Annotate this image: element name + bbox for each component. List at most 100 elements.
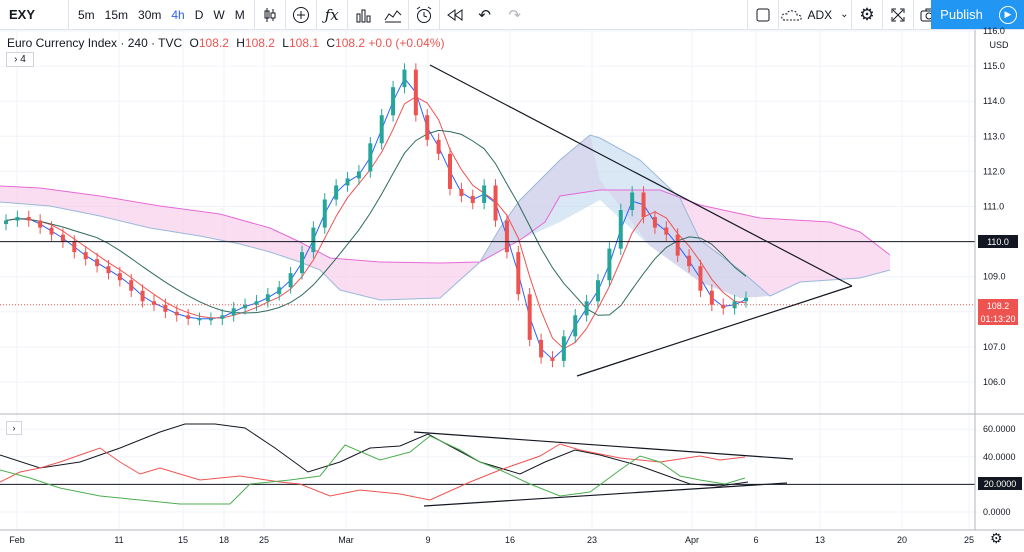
interval-group: 5m 15m 30m 4h D W M <box>69 0 254 29</box>
redo-icon[interactable]: ↷ <box>508 6 521 24</box>
candle-body <box>220 315 225 319</box>
play-button[interactable]: ▶ <box>992 0 1024 29</box>
candle-body <box>732 301 737 309</box>
candle-body <box>197 318 202 321</box>
line-chart-icon[interactable] <box>378 0 408 29</box>
interval-15m[interactable]: 15m <box>104 7 129 22</box>
indicator-hline-badge: 20.0000 <box>978 477 1022 490</box>
interval-5m[interactable]: 5m <box>78 7 95 22</box>
candle-body <box>709 290 714 305</box>
chevron-right-icon: › <box>12 423 16 433</box>
axes: Feb 11 15 18 25 Mar 9 16 23 Apr 6 13 20 25 116.0 115.0 1… <box>0 26 1024 545</box>
candle-body <box>698 266 703 291</box>
candle-body <box>300 252 304 274</box>
price-tick-label: 109.0 <box>983 272 1006 282</box>
candle-body <box>527 294 532 340</box>
candle-body <box>254 301 259 305</box>
candle-body <box>129 280 134 291</box>
candle-body <box>584 301 589 316</box>
legend-collapse-button[interactable]: › 4 <box>6 52 34 67</box>
indicator-selector[interactable]: ADX ⌄ <box>779 0 851 29</box>
candle-body <box>413 69 418 116</box>
undo-icon[interactable]: ↶ <box>478 6 491 24</box>
candle-body <box>288 273 293 288</box>
candle-body <box>596 280 600 302</box>
time-tick-label: 20 <box>897 535 907 545</box>
candle-body <box>607 248 612 281</box>
bar-countdown-badge: 01:13:20 <box>978 312 1018 325</box>
indicator-trend-line-upper <box>413 431 794 460</box>
interval-D[interactable]: D <box>194 7 204 22</box>
candle-body <box>117 273 122 281</box>
candle-body <box>231 308 236 316</box>
candle-body <box>334 185 339 200</box>
toolbar-divider <box>68 0 69 29</box>
candle-body <box>459 188 464 196</box>
chevron-down-icon: ⌄ <box>840 9 849 20</box>
price-tick-label: 116.0 <box>983 26 1005 36</box>
last-price-badge: 108.2 <box>978 299 1018 312</box>
replay-icon[interactable] <box>440 0 470 29</box>
adx-line <box>0 423 749 487</box>
time-tick-label: 9 <box>425 535 430 545</box>
candle-body <box>687 255 692 267</box>
trend-lines[interactable] <box>413 64 853 507</box>
candle-body <box>425 115 430 140</box>
candle-body <box>15 217 20 221</box>
candle-body <box>186 315 191 319</box>
ma-medium-line <box>5 96 747 350</box>
interval-4h[interactable]: 4h <box>171 7 185 22</box>
publish-button[interactable]: Publish <box>931 0 992 29</box>
price-tick-label: 115.0 <box>983 61 1005 71</box>
candle-body <box>630 192 635 211</box>
legend-high-key: H <box>236 36 245 50</box>
candle-body <box>152 301 156 305</box>
fx-icon[interactable]: ƒx <box>324 5 339 24</box>
candles-icon[interactable] <box>255 0 285 29</box>
alarm-icon[interactable] <box>409 0 439 29</box>
interval-M[interactable]: M <box>234 7 245 22</box>
add-icon[interactable] <box>286 0 316 29</box>
candle-body <box>664 227 669 235</box>
indicator-legend-toggle[interactable]: › <box>6 421 22 435</box>
candle-body <box>72 241 77 253</box>
candle-body <box>493 185 498 221</box>
candle-body <box>49 227 54 235</box>
candle-body <box>550 357 555 361</box>
indicator-tick-label: 0.0000 <box>983 507 1011 517</box>
fullscreen-icon[interactable] <box>883 0 913 29</box>
time-tick-label: 16 <box>505 535 515 545</box>
time-tick-label: Apr <box>685 535 699 545</box>
time-tick-label: 15 <box>178 535 188 545</box>
bar-chart-icon[interactable] <box>348 0 378 29</box>
candle-body <box>106 266 111 274</box>
ma-slow-line <box>5 129 747 316</box>
candle-body <box>539 339 544 358</box>
candle-body <box>140 290 145 302</box>
legend-high-value: 108.2 <box>244 36 275 50</box>
indicator-tick-label: 40.0000 <box>983 452 1016 462</box>
candle-body <box>379 115 384 144</box>
symbol-search[interactable]: EXY <box>9 7 36 22</box>
cloud-icon <box>781 9 803 20</box>
gear-icon[interactable]: ⚙ <box>990 530 1003 546</box>
trend-line-upper <box>429 64 853 287</box>
candle-body <box>561 336 566 361</box>
legend-open-value: 108.2 <box>198 36 229 50</box>
di-minus-line <box>0 443 746 501</box>
indicator-tick-label: 60.0000 <box>983 424 1016 434</box>
candle-body <box>277 287 282 295</box>
price-tick-label: 113.0 <box>983 131 1005 141</box>
candle-body <box>504 220 509 253</box>
toolbar-divider <box>253 0 255 29</box>
hline-price-badge: 110.0 <box>978 235 1018 248</box>
interval-30m[interactable]: 30m <box>138 7 162 22</box>
candle-body <box>265 294 270 302</box>
play-icon: ▶ <box>999 5 1017 24</box>
time-tick-label: 25 <box>259 535 269 545</box>
candle-body <box>744 297 748 302</box>
interval-W[interactable]: W <box>213 7 225 22</box>
square-icon[interactable] <box>748 0 778 29</box>
gear-icon[interactable]: ⚙ <box>859 4 875 24</box>
